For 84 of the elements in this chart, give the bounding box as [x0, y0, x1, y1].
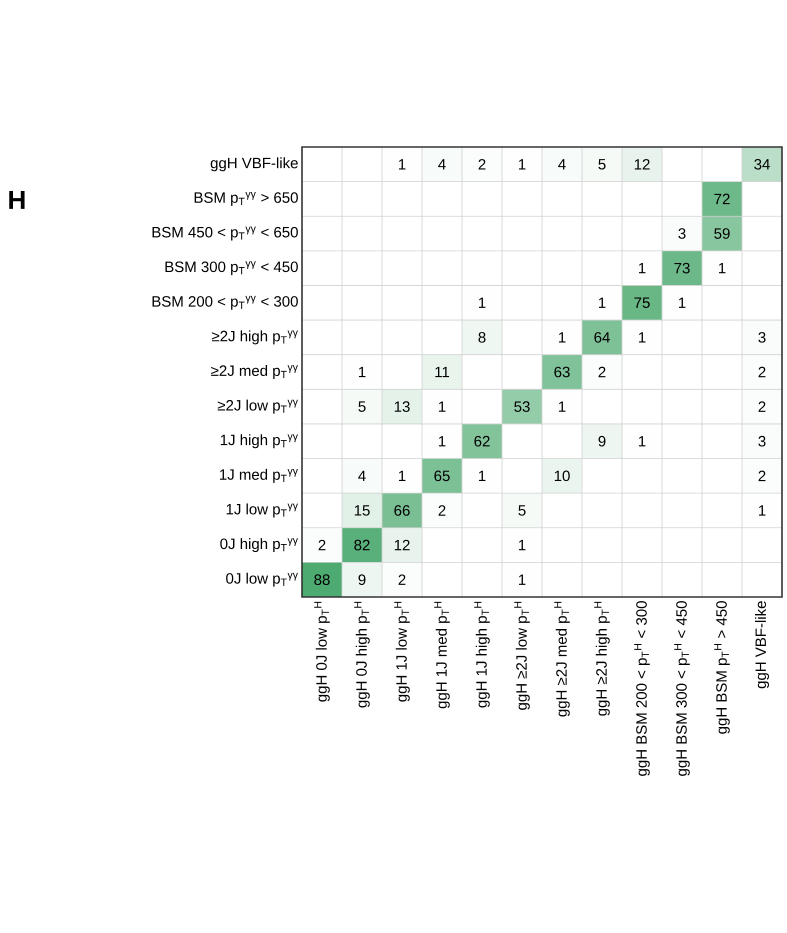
y-tick-label: 1J high p$_{T}$γγ [220, 434, 298, 448]
x-tick-label: ggH BSM p$_{T}$$^{H}$ > 450 [714, 601, 730, 734]
data-label: 59 [714, 228, 730, 239]
data-label: 4 [558, 159, 566, 170]
x-tick-label: ggH ≥2J low p$_{T}$H [514, 602, 530, 710]
data-label: 1 [518, 540, 526, 550]
x-tick-label: ggH 1J med p$_{T}$H [434, 602, 450, 708]
data-label: 2 [758, 366, 766, 378]
x-tick-label: ggH ≥2J med p$_{T}$H [554, 602, 570, 717]
x-tick-label: ggH ≥2J high p$_{T}$H [594, 602, 610, 716]
y-tick-label: 0J high p$_{T}$γγ [220, 538, 298, 552]
y-tick-label: BSM 300 p$_{T}$$^{γγ}$ < 450 [165, 261, 298, 276]
data-label: 66 [394, 505, 410, 516]
data-label: 3 [758, 436, 766, 447]
data-label: 4 [358, 470, 366, 482]
data-label: 2 [598, 366, 606, 378]
y-tick-label: BSM 200 < p$_{T}$$^{γγ}$ < 300 [152, 296, 298, 310]
data-label: 9 [598, 436, 606, 447]
data-label: 2 [398, 574, 406, 585]
data-label: 3 [678, 228, 686, 239]
data-label: 73 [674, 262, 690, 274]
data-label: 11 [435, 366, 450, 378]
data-label: 64 [594, 332, 610, 343]
data-label: 1 [518, 574, 526, 585]
data-label: 72 [714, 194, 730, 204]
data-label: 3 [758, 332, 766, 343]
x-tick-label: ggH VBF-like [755, 601, 769, 688]
data-label: 1 [718, 262, 726, 274]
data-label: 75 [634, 298, 650, 308]
x-tick-label: ggH BSM 200 < p$_{T}$$^{H}$ < 300 [634, 601, 650, 776]
x-tick-label: ggH BSM 300 < p$_{T}$$^{H}$ < 450 [674, 601, 690, 776]
data-label: 1 [438, 401, 446, 412]
data-label: 34 [754, 158, 770, 170]
data-label: 62 [474, 436, 490, 447]
data-label: 53 [514, 401, 530, 412]
data-label: 1 [638, 262, 646, 274]
data-label: 15 [354, 505, 370, 516]
data-label: 1 [398, 159, 406, 170]
x-tick-label: ggH 0J high p$_{T}$H [354, 602, 370, 708]
data-label: 1 [478, 470, 486, 482]
data-label: 1 [478, 298, 486, 308]
data-label: 88 [314, 574, 330, 585]
data-label: 1 [358, 366, 366, 378]
data-label: 1 [558, 401, 566, 412]
data-label: 2 [758, 401, 766, 412]
data-label: 10 [554, 470, 570, 482]
data-label: 2 [438, 505, 446, 516]
x-tick-label: ggH 1J high p$_{T}$H [474, 602, 490, 708]
data-label: 1 [518, 159, 526, 170]
data-label: 9 [358, 574, 366, 585]
data-label: 5 [598, 159, 606, 170]
data-label: 1 [558, 332, 566, 343]
x-tick-label: ggH 0J low p$_{T}$H [314, 602, 330, 702]
text: H [9, 191, 25, 209]
data-label: 1 [638, 436, 646, 446]
data-label: 1 [398, 470, 406, 482]
y-tick-label: ggH VBF-like [210, 157, 298, 172]
x-tick-label: ggH 1J low p$_{T}$H [394, 602, 410, 702]
data-label: 13 [394, 401, 410, 412]
y-tick-label: 0J low p$_{T}$γγ [226, 572, 298, 587]
data-label: 5 [358, 401, 366, 412]
data-label: 1 [758, 505, 766, 516]
data-label: 63 [554, 366, 570, 378]
data-label: 2 [758, 470, 766, 482]
data-label: 65 [434, 470, 450, 482]
data-label: 1 [678, 298, 686, 308]
data-label: 1 [438, 436, 446, 446]
y-tick-label: BSM p$_{T}$$^{γγ}$ > 650 [194, 192, 298, 206]
y-tick-label: 1J med p$_{T}$γγ [220, 468, 298, 483]
data-label: 12 [634, 159, 650, 170]
data-label: 82 [354, 540, 370, 550]
data-label: 1 [638, 332, 646, 343]
data-label: 2 [478, 159, 486, 170]
y-tick-label: ≥2J low p$_{T}$γγ [218, 400, 298, 414]
data-label: 4 [438, 159, 446, 170]
data-label: 5 [518, 505, 526, 516]
y-tick-label: 1J low p$_{T}$γγ [226, 503, 298, 518]
y-tick-label: ≥2J high p$_{T}$γγ [212, 330, 298, 344]
y-tick-label: BSM 450 < p$_{T}$$^{γγ}$ < 650 [152, 226, 298, 240]
data-label: 1 [598, 298, 606, 308]
data-label: 8 [478, 332, 486, 343]
data-label: 12 [394, 540, 410, 550]
data-label: 2 [318, 540, 326, 550]
y-tick-label: ≥2J med p$_{T}$γγ [211, 365, 298, 379]
